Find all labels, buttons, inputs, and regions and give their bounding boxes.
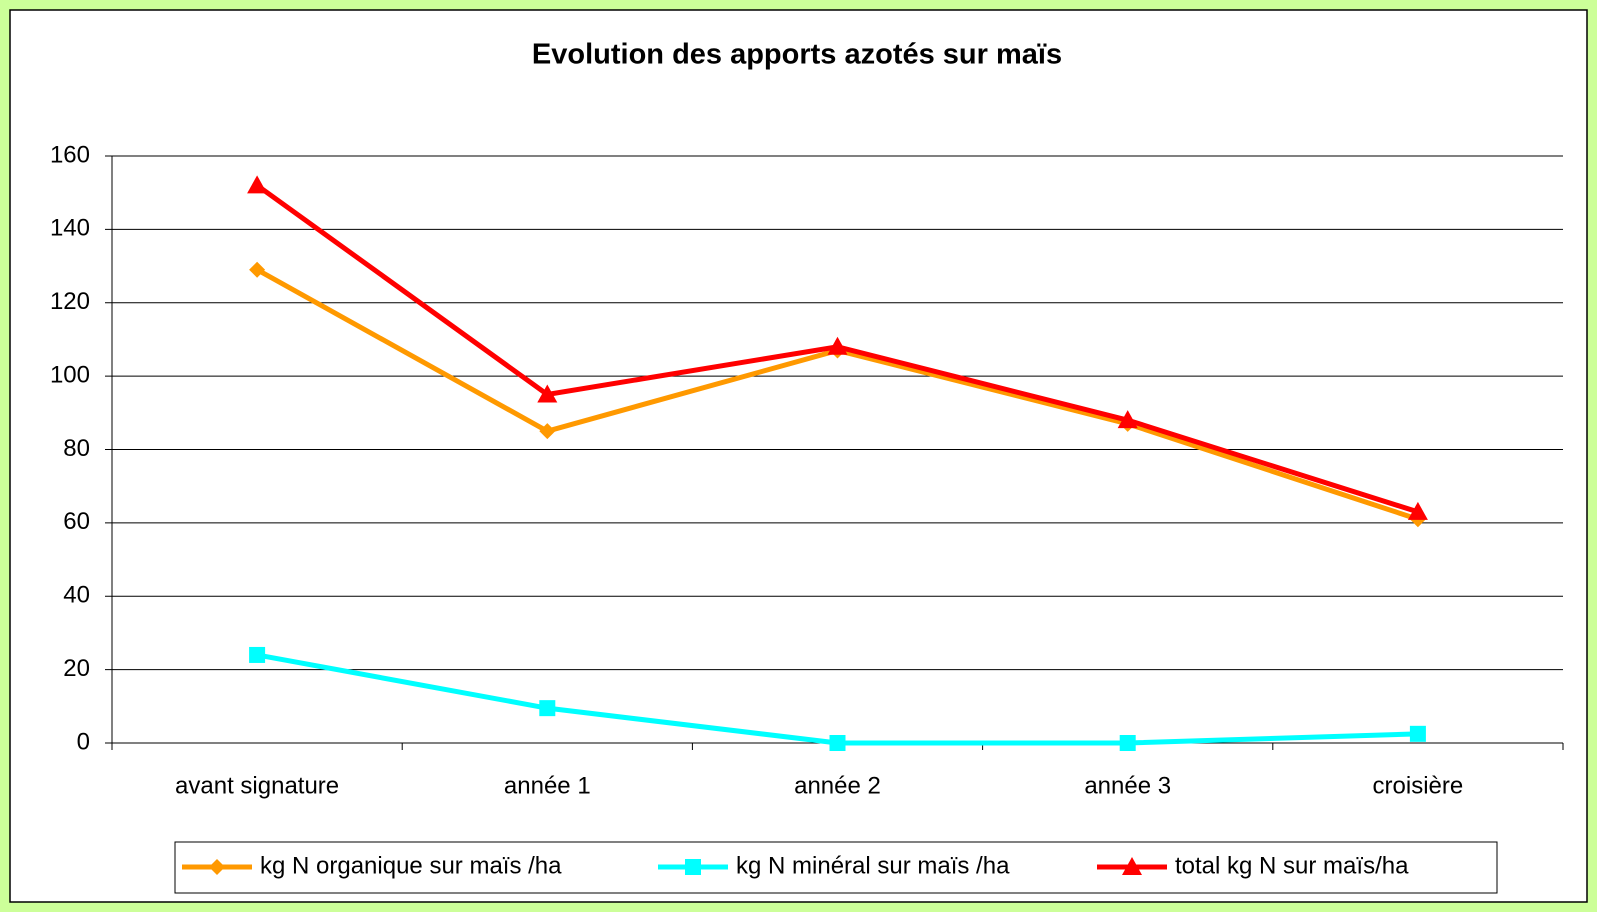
data-point — [539, 700, 556, 717]
legend-box — [174, 841, 1498, 894]
y-tick-label: 160 — [50, 141, 90, 168]
data-point — [1119, 735, 1136, 751]
x-tick-label: année 1 — [504, 772, 591, 799]
legend-marker — [1122, 857, 1142, 875]
legend-marker — [209, 859, 225, 875]
legend-label: kg N minéral sur maïs /ha — [736, 852, 1010, 879]
y-tick-label: 0 — [77, 728, 90, 755]
data-point — [827, 336, 848, 355]
data-point — [249, 261, 266, 278]
legend-label: kg N organique sur maïs /ha — [260, 852, 562, 879]
x-tick-label: année 2 — [794, 772, 881, 799]
data-point — [537, 384, 558, 403]
y-tick-label: 20 — [63, 655, 90, 682]
data-point — [1409, 725, 1426, 742]
data-point — [539, 423, 556, 440]
data-point — [1117, 410, 1138, 429]
x-tick-label: avant signature — [175, 772, 339, 799]
y-tick-label: 40 — [63, 582, 90, 609]
data-point — [247, 175, 268, 194]
y-tick-label: 140 — [50, 215, 90, 242]
data-point — [249, 646, 266, 663]
data-point — [829, 735, 846, 751]
x-tick-label: croisière — [1373, 772, 1464, 799]
chart-title: Evolution des apports azotés sur maïs — [532, 39, 1062, 71]
y-tick-label: 80 — [63, 435, 90, 462]
data-point — [1407, 501, 1428, 520]
chart-frame — [9, 9, 1588, 903]
y-tick-label: 120 — [50, 288, 90, 315]
legend-marker — [685, 859, 701, 875]
x-tick-label: année 3 — [1084, 772, 1171, 799]
y-tick-label: 100 — [50, 361, 90, 388]
legend-label: total kg N sur maïs/ha — [1175, 852, 1409, 879]
y-tick-label: 60 — [63, 508, 90, 535]
